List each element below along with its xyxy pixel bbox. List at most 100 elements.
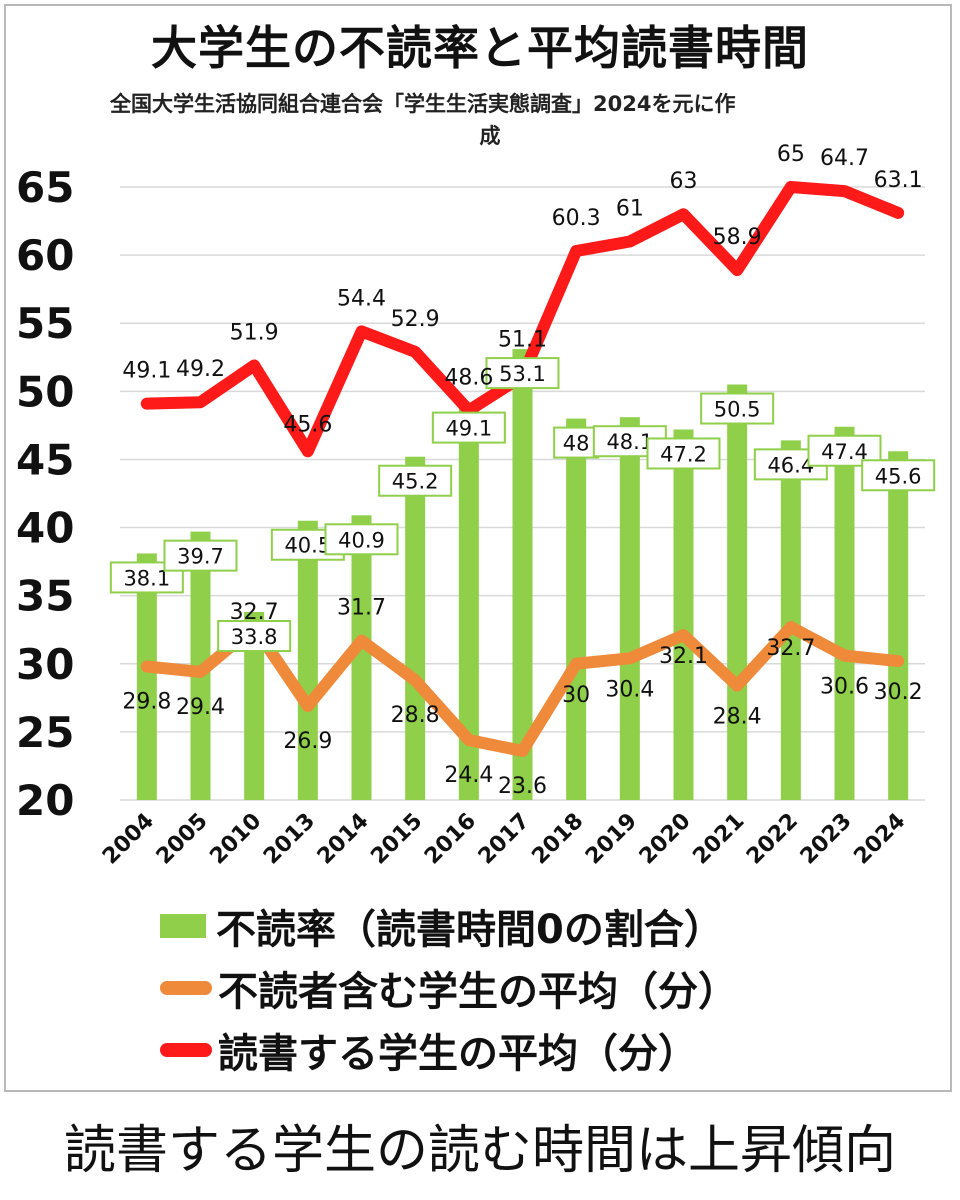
line-data-label: 63.1	[874, 168, 923, 193]
bar	[888, 451, 909, 800]
line-data-label: 24.4	[444, 763, 493, 788]
bar	[351, 515, 372, 800]
subtitle-line1: 全国大学生活協同組合連合会「学生生活実態調査」2024を元に作	[110, 92, 736, 116]
x-tick-label: 2021	[688, 809, 749, 870]
line-data-label: 30.4	[605, 677, 654, 702]
legend-swatch-green	[160, 914, 206, 938]
bar	[780, 440, 801, 800]
line-data-label: 58.9	[713, 225, 762, 250]
bar-data-label: 39.7	[177, 545, 224, 569]
line-data-label: 60.3	[552, 206, 601, 231]
y-tick-label: 20	[16, 776, 74, 825]
line-data-label: 49.1	[122, 359, 171, 384]
bar-data-label: 48	[563, 432, 590, 456]
line-data-label: 30.2	[874, 680, 923, 705]
line-data-label: 48.6	[444, 365, 493, 390]
bar-label-box	[217, 620, 292, 653]
x-tick-label: 2013	[259, 809, 320, 870]
y-tick-label: 50	[16, 367, 74, 416]
line-data-label: 52.9	[391, 307, 440, 332]
line-data-label: 65	[777, 142, 805, 167]
y-tick-label: 35	[16, 572, 74, 621]
x-tick-label: 2005	[152, 809, 213, 870]
line-data-label: 32.1	[659, 644, 708, 669]
bar	[619, 417, 640, 800]
bar-data-label: 33.8	[231, 625, 278, 649]
bar	[405, 456, 426, 800]
line-data-label: 32.7	[766, 636, 815, 661]
x-tick-label: 2004	[98, 809, 159, 870]
line-data-label: 29.8	[122, 690, 171, 715]
y-tick-label: 25	[16, 708, 74, 757]
bar	[834, 426, 855, 800]
x-tick-label: 2023	[796, 809, 857, 870]
chart-subtitle: 全国大学生活協同組合連合会「学生生活実態調査」2024を元に作 成	[110, 88, 870, 148]
line-data-label: 49.2	[176, 357, 225, 382]
line-data-label: 64.7	[820, 146, 869, 171]
line-data-label: 30	[562, 683, 590, 708]
bar-label-box	[646, 437, 721, 470]
bar	[244, 612, 265, 800]
y-tick-label: 55	[16, 299, 74, 348]
subtitle-line2: 成	[479, 124, 501, 148]
x-tick-label: 2022	[742, 809, 803, 870]
bar-label-box	[431, 411, 506, 444]
x-tick-label: 2010	[205, 809, 266, 870]
legend-item-orange-line: 不読者含む学生の平均（分）	[160, 958, 738, 1018]
legend-item-red-line: 読書する学生の平均（分）	[160, 1020, 698, 1080]
line-data-label: 54.4	[337, 286, 386, 311]
legend-label: 読書する学生の平均（分）	[218, 1031, 698, 1077]
bar-data-label: 53.1	[499, 362, 546, 386]
bar-data-label: 45.6	[875, 464, 922, 488]
chart-title: 大学生の不読率と平均読書時間	[151, 21, 809, 75]
bar-data-label: 45.2	[392, 470, 439, 494]
line-data-label: 45.6	[283, 412, 332, 437]
legend-item-bar: 不読率（読書時間0の割合）	[160, 896, 724, 956]
line-data-label: 26.9	[283, 729, 332, 754]
y-tick-label: 40	[16, 504, 74, 553]
chart-plot: 20 25 30 35 40 45 50 55 60 65 20042005201020132014…	[16, 142, 936, 870]
bar-data-label: 40.5	[284, 534, 331, 558]
x-tick-label: 2017	[474, 809, 535, 870]
legend-swatch-red	[160, 1043, 212, 1057]
x-tick-label: 2015	[366, 809, 427, 870]
bar	[512, 349, 533, 800]
y-tick-label: 60	[16, 231, 74, 280]
x-tick-label: 2014	[313, 809, 374, 870]
bar-data-label: 50.5	[714, 398, 761, 422]
series-line	[140, 620, 905, 757]
bar-data-label: 47.2	[660, 442, 707, 466]
line-data-label: 23.6	[498, 774, 547, 799]
legend-swatch-orange	[160, 981, 212, 995]
x-tick-label: 2018	[527, 809, 588, 870]
line-data-label: 61	[616, 196, 644, 221]
bar	[136, 553, 157, 800]
line-data-label: 28.8	[391, 703, 440, 728]
bar-data-label: 48.1	[606, 430, 653, 454]
bar-label-box	[378, 464, 453, 497]
bar-data-label: 46.4	[767, 453, 814, 477]
bar-data-label: 49.1	[445, 417, 492, 441]
bar-data-label: 47.4	[821, 440, 868, 464]
bar	[297, 520, 318, 800]
x-tick-label: 2020	[635, 809, 696, 870]
bar	[673, 429, 694, 800]
x-tick-label: 2024	[849, 809, 910, 870]
x-tick-label: 2016	[420, 809, 481, 870]
bar-label-box	[861, 459, 936, 492]
bar-label-box	[324, 523, 399, 556]
bar-label-box	[163, 539, 238, 572]
line-data-label: 30.6	[820, 675, 869, 700]
y-tick-label: 30	[16, 640, 74, 689]
line-data-label: 63	[670, 169, 698, 194]
chart-frame	[4, 4, 952, 1092]
legend-label: 不読率（読書時間0の割合）	[216, 907, 724, 953]
bar	[458, 403, 479, 800]
y-tick-label: 45	[16, 435, 74, 484]
legend-label: 不読者含む学生の平均（分）	[218, 969, 738, 1015]
line-data-label: 29.4	[176, 695, 225, 720]
line-data-label: 31.7	[337, 596, 386, 621]
bar-label-box	[700, 392, 775, 425]
bar-data-label: 40.9	[338, 528, 385, 552]
x-tick-label: 2019	[581, 809, 642, 870]
